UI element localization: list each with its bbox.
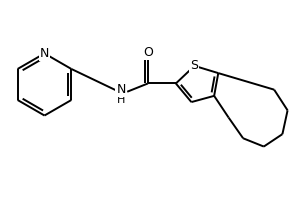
- Text: O: O: [143, 46, 153, 59]
- Text: H: H: [117, 95, 125, 105]
- Text: N: N: [116, 83, 126, 96]
- Text: S: S: [190, 59, 199, 72]
- Text: N: N: [40, 47, 49, 60]
